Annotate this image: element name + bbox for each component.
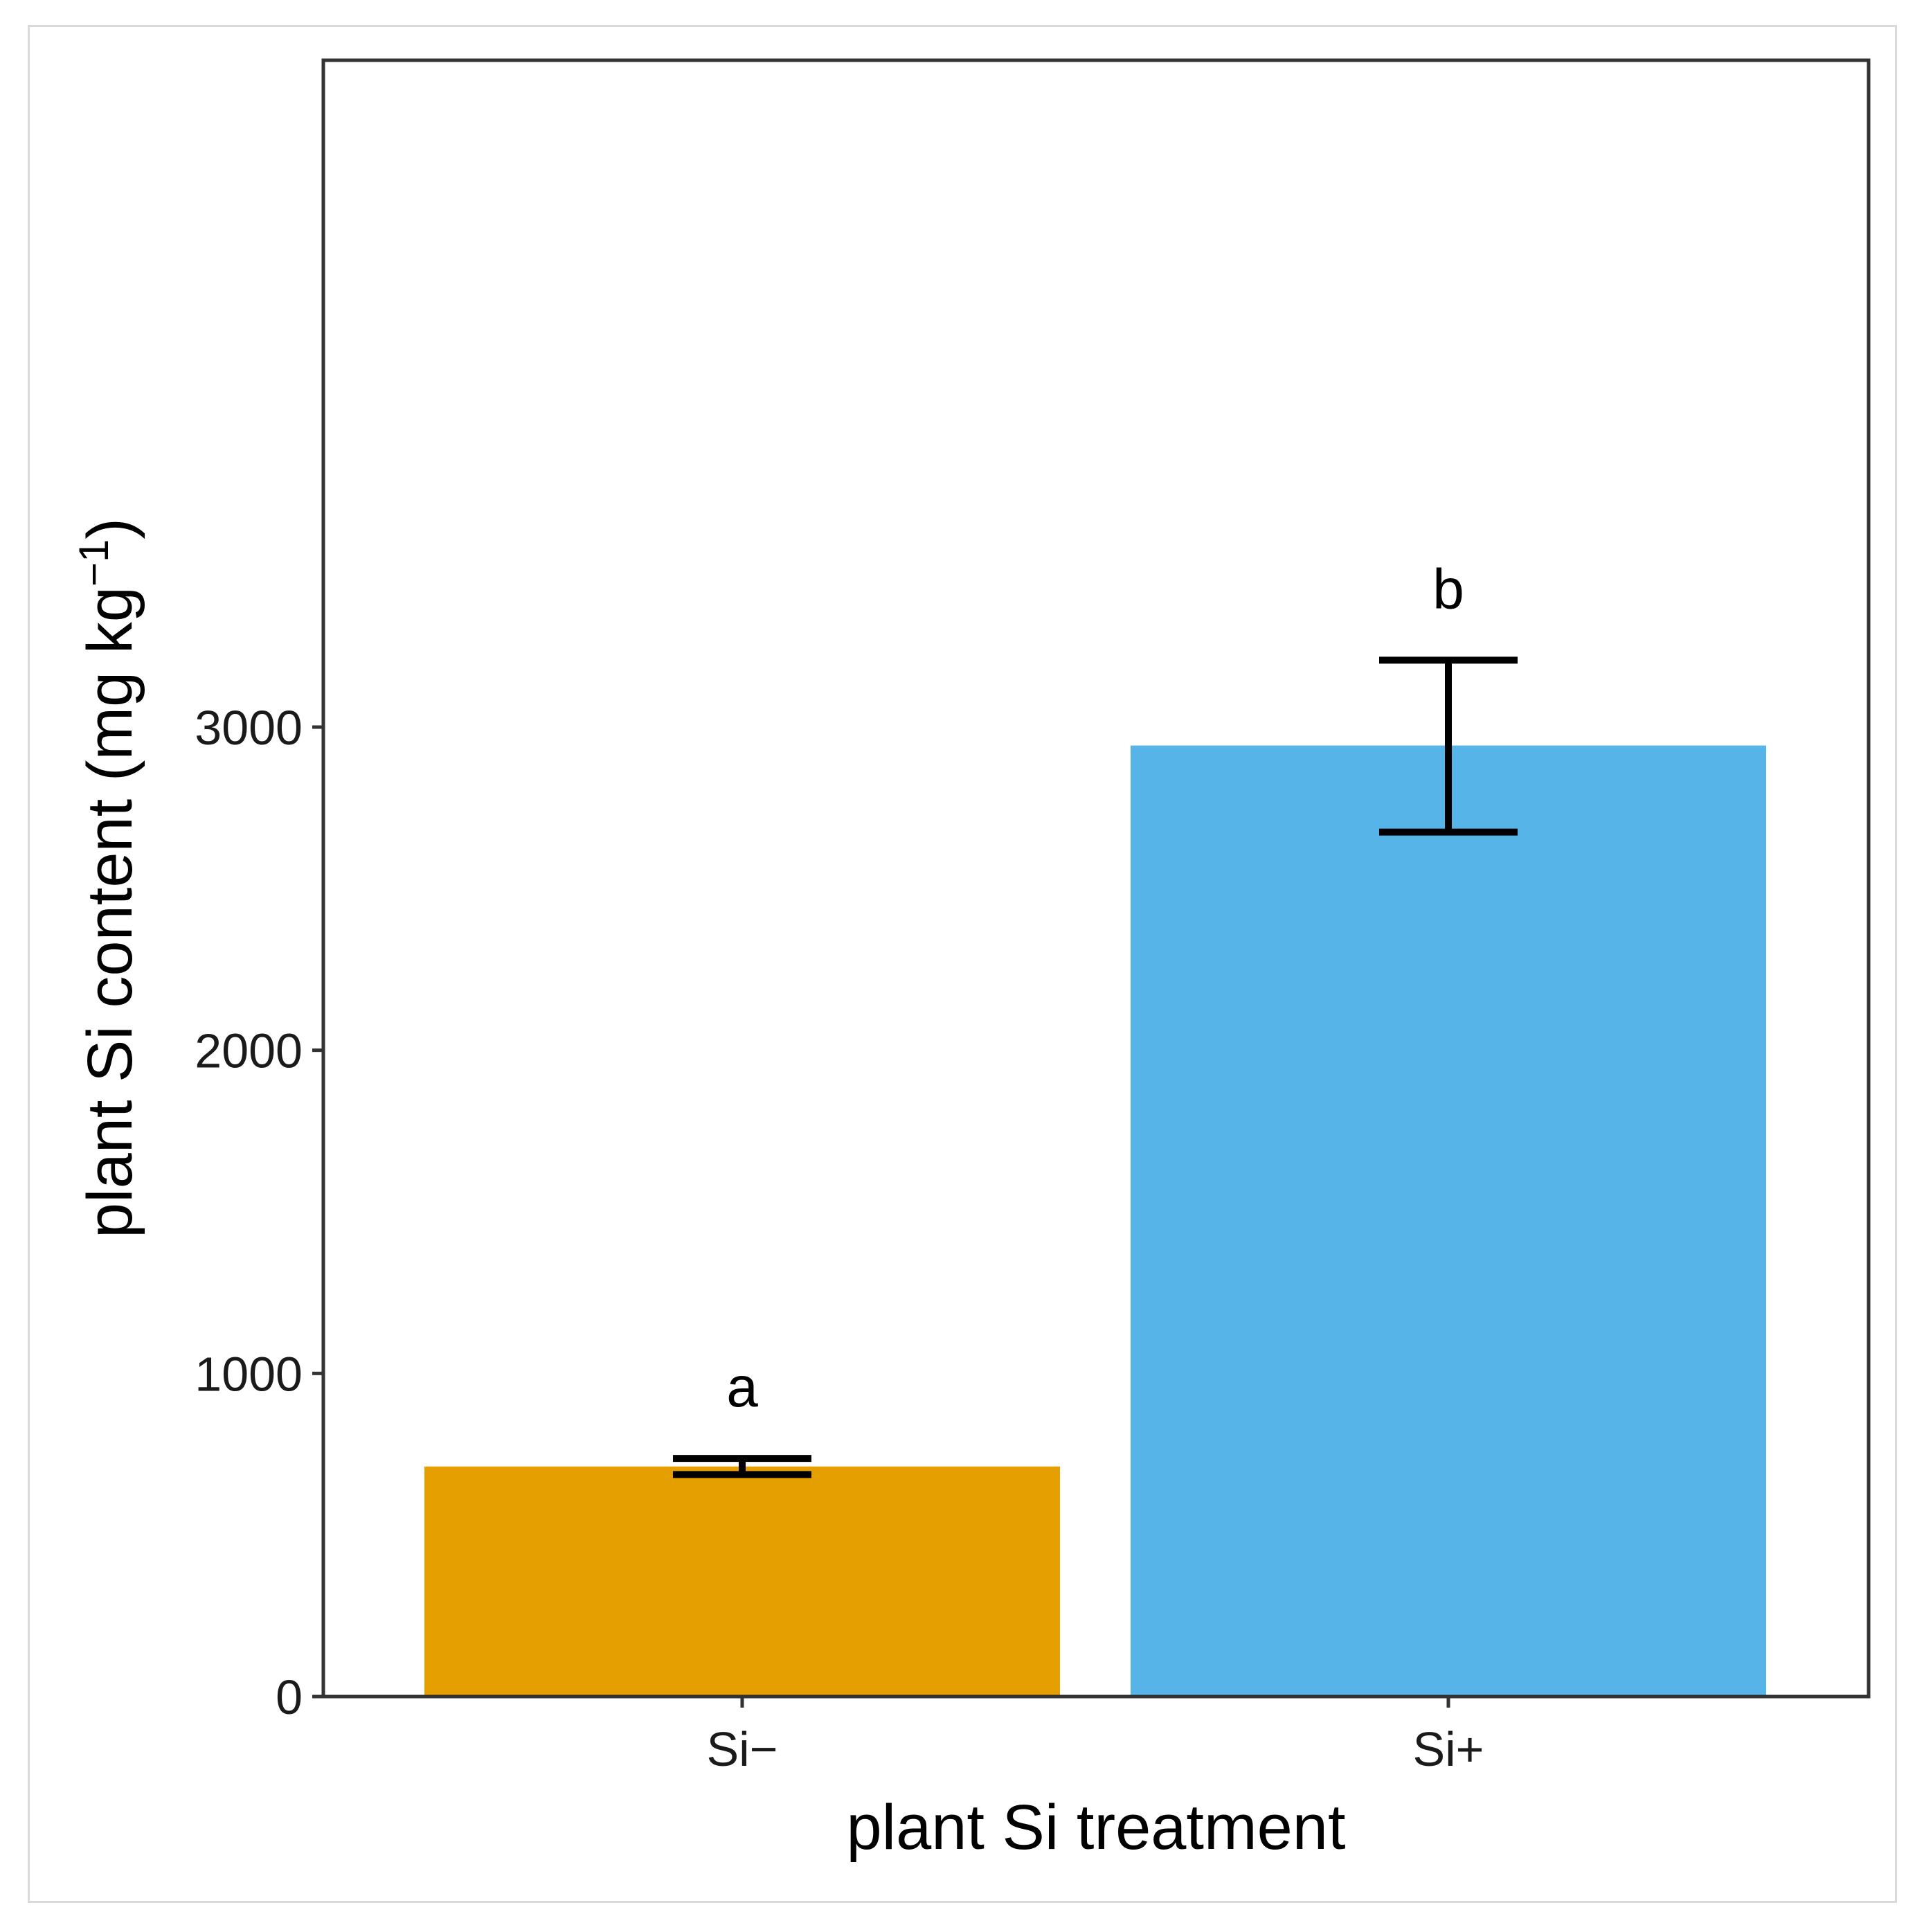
bar-si-minus — [424, 1466, 1060, 1697]
y-axis-title-main: plant Si content (mg kg — [75, 587, 145, 1238]
y-axis: 0 1000 2000 3000 — [195, 701, 323, 1724]
y-axis-title-superscript: −1 — [71, 539, 117, 587]
bars-layer — [424, 745, 1766, 1697]
y-tick-label: 0 — [276, 1670, 303, 1724]
error-bar — [673, 1455, 811, 1478]
x-tick-label: Si− — [706, 1722, 777, 1776]
error-bar — [1379, 656, 1518, 836]
x-axis: Si− Si+ — [706, 1697, 1484, 1776]
y-tick-label: 2000 — [195, 1024, 303, 1078]
y-axis-title: plant Si content (mg kg−1) — [71, 518, 145, 1238]
significance-labels: ab — [726, 557, 1464, 1419]
x-axis-title: plant Si treatment — [846, 1792, 1345, 1863]
error-bars-layer — [673, 656, 1518, 1478]
plot-panel-border — [321, 58, 1871, 1699]
bar-si-plus — [1131, 745, 1766, 1697]
significance-label: a — [726, 1356, 758, 1419]
y-tick-label: 3000 — [195, 701, 303, 755]
y-tick-label: 1000 — [195, 1347, 303, 1401]
y-axis-title-close: ) — [75, 518, 145, 539]
x-tick-label: Si+ — [1412, 1722, 1484, 1776]
significance-label: b — [1432, 557, 1464, 620]
